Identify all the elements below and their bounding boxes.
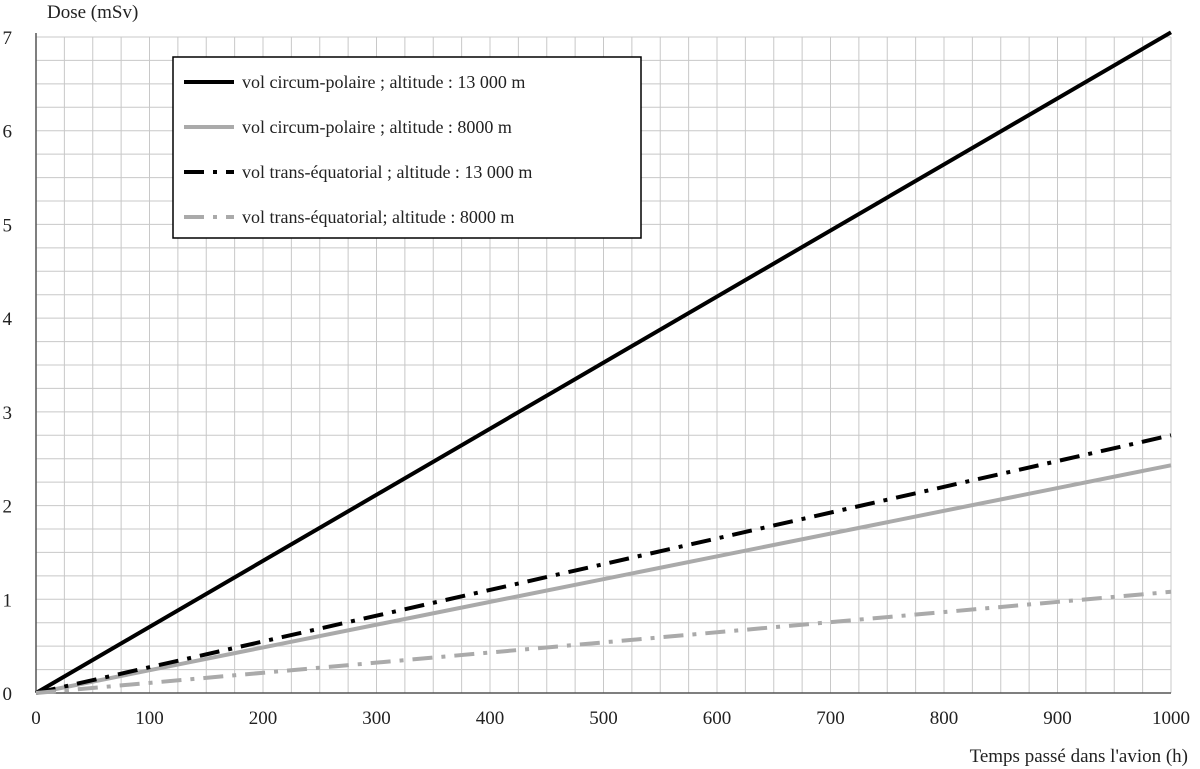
x-tick-label: 700: [816, 708, 845, 729]
y-tick-label: 7: [3, 28, 13, 49]
series-line-1: [34, 30, 1173, 695]
x-tick-label: 500: [589, 708, 618, 729]
x-tick-label: 200: [249, 708, 278, 729]
y-tick-label: 0: [3, 684, 13, 705]
series-line-3: [35, 433, 1172, 695]
x-tick-label: 600: [703, 708, 732, 729]
x-tick-label: 1000: [1152, 708, 1190, 729]
axes: [35, 33, 1171, 694]
x-tick-label: 400: [476, 708, 505, 729]
y-axis-title: Dose (mSv): [47, 2, 138, 23]
legend-label-2: vol circum-polaire ; altitude : 8000 m: [242, 117, 512, 137]
x-tick-labels: 0 100 200 300 400 500 600 700 800 900 1000: [31, 708, 1190, 729]
x-axis-title: Temps passé dans l'avion (h): [970, 746, 1188, 767]
legend: vol circum-polaire ; altitude : 13 000 m…: [172, 56, 642, 239]
series-line-2: [35, 463, 1172, 695]
y-tick-label: 5: [3, 215, 13, 236]
x-tick-label: 300: [362, 708, 391, 729]
y-tick-label: 1: [3, 590, 13, 611]
y-tick-labels: 0 1 2 3 4 5 6 7: [3, 28, 13, 705]
legend-label-3: vol trans-équatorial ; altitude : 13 000…: [242, 162, 532, 182]
legend-box: [172, 56, 642, 239]
y-tick-label: 6: [3, 122, 13, 143]
y-tick-label: 4: [3, 309, 13, 330]
y-tick-label: 3: [3, 403, 13, 424]
legend-label-4: vol trans-équatorial; altitude : 8000 m: [242, 207, 514, 227]
legend-label-1: vol circum-polaire ; altitude : 13 000 m: [242, 72, 525, 92]
y-tick-label: 2: [3, 497, 13, 518]
x-tick-label: 900: [1043, 708, 1072, 729]
x-tick-label: 100: [135, 708, 164, 729]
x-tick-label: 0: [31, 708, 41, 729]
x-tick-label: 800: [930, 708, 959, 729]
series-lines: [34, 30, 1173, 695]
